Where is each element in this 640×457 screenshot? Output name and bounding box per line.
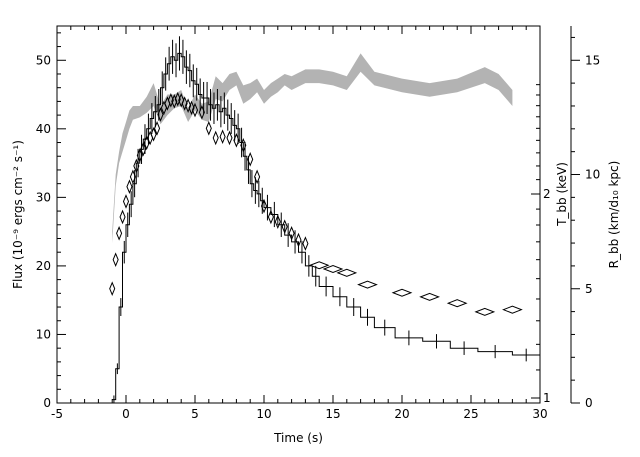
x-tick-label: -5 [51, 407, 63, 421]
temperature-point [288, 226, 295, 241]
radius-band [112, 53, 513, 244]
temperature-point [295, 232, 302, 248]
temperature-point [322, 264, 344, 274]
temperature-point [240, 137, 247, 153]
radius-tick-label: 15 [585, 53, 600, 67]
x-tick-label: 20 [394, 407, 409, 421]
temperature-point [274, 214, 281, 230]
temperature-point [267, 209, 274, 225]
temperature-point [281, 219, 288, 234]
temperature-point [247, 152, 254, 167]
temperature-point [357, 280, 378, 289]
temperature-point [116, 226, 123, 241]
temperature-point [302, 236, 309, 251]
x-tick-label: 15 [325, 407, 340, 421]
temperature-point [233, 133, 240, 148]
temperature-point [260, 198, 268, 214]
temperature-point [181, 96, 188, 111]
x-tick-label: 5 [191, 407, 199, 421]
temperature-point [419, 292, 440, 301]
flux-tick-label: 10 [36, 327, 51, 341]
temperature-point [446, 299, 468, 308]
radius-tick-label: 10 [585, 168, 600, 182]
temperature-point [254, 169, 261, 185]
temperature-point [185, 98, 192, 113]
temperature-point [126, 179, 133, 195]
temperature-point [188, 100, 195, 116]
temperature-point [109, 281, 116, 296]
temperature-point [502, 305, 523, 314]
temperature-point [171, 94, 178, 109]
temperature-point [219, 129, 226, 144]
radius-tick-label: 0 [585, 396, 593, 410]
temperature-point [167, 92, 174, 108]
temperature-point [150, 126, 157, 142]
temperature-point [136, 148, 143, 163]
x-tick-label: 10 [256, 407, 271, 421]
temperature-point [122, 194, 130, 209]
flux-histogram [112, 52, 540, 401]
flux-tick-label: 30 [36, 190, 51, 204]
temperature-point [174, 91, 181, 107]
temperature-point [112, 252, 119, 267]
temperature-axis-label: T_bb (keV) [555, 162, 569, 227]
temperature-point [157, 107, 164, 122]
x-tick-label: 30 [532, 407, 547, 421]
temperature-tick-label: 1 [543, 391, 551, 405]
temperature-point [212, 130, 219, 146]
temperature-point [198, 104, 205, 120]
x-tick-label: 25 [463, 407, 478, 421]
temperature-tick-label: 2 [543, 187, 551, 201]
plot-frame [56, 25, 541, 404]
radius-axis-label: R_bb (km/d₁₀ kpc) [607, 161, 621, 269]
flux-tick-label: 40 [36, 122, 51, 136]
temperature-point [119, 209, 126, 225]
radius-tick-label: 5 [585, 282, 593, 296]
temperature-point [129, 169, 136, 185]
radius-band-area [112, 53, 513, 244]
flux-axis-label: Flux (10⁻⁹ ergs cm⁻² s⁻¹) [11, 140, 25, 289]
flux-curve [112, 36, 540, 403]
temperature-point [391, 288, 413, 297]
temperature-point [140, 141, 147, 157]
flux-tick-label: 50 [36, 53, 51, 67]
temperature-point [191, 102, 199, 118]
x-tick-label: 0 [122, 407, 130, 421]
temperature-point [226, 130, 233, 146]
temperature-point [205, 121, 212, 136]
temperature-point [133, 158, 140, 174]
temperature-point [308, 261, 330, 270]
temperature-points [109, 91, 523, 316]
flux-tick-label: 0 [43, 396, 51, 410]
flux-tick-label: 20 [36, 259, 51, 273]
axis-ticks [56, 26, 580, 404]
x-axis-label: Time (s) [273, 431, 323, 445]
temperature-point [336, 268, 358, 277]
temperature-point [154, 121, 161, 136]
temperature-point [474, 307, 496, 316]
